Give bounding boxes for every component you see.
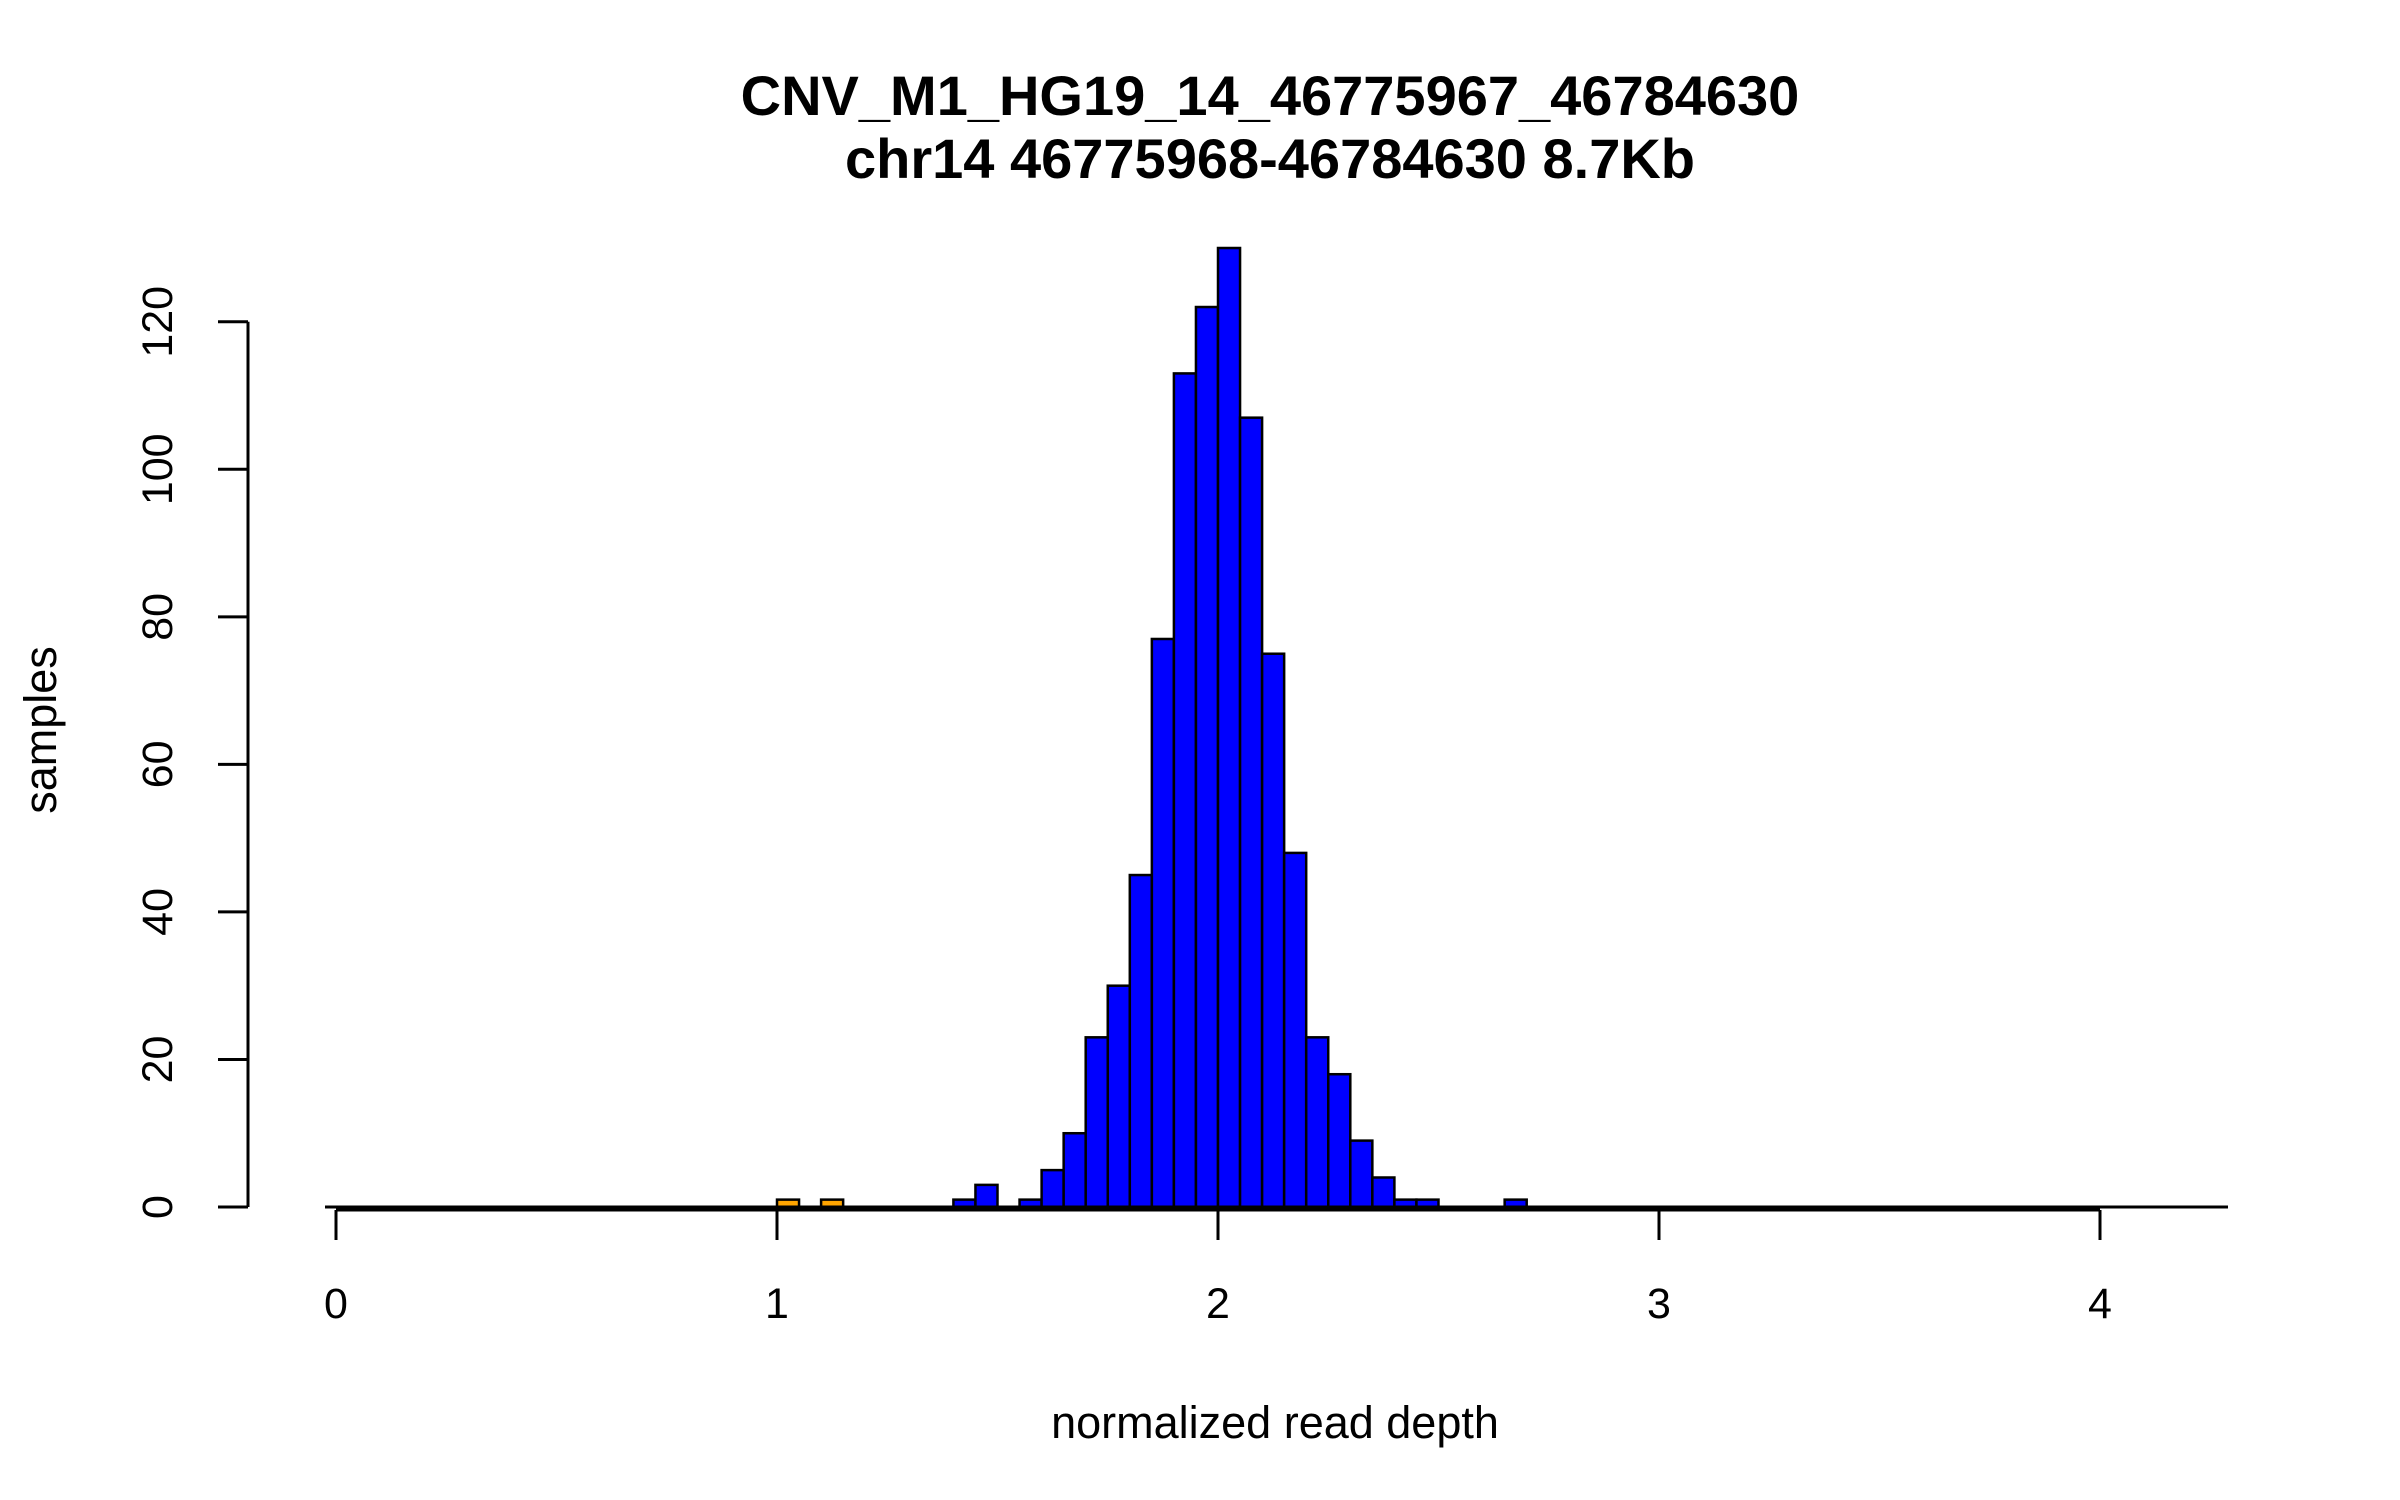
bar-normal-15 <box>1260 652 1286 1209</box>
y-tick-label: 0 <box>134 1195 182 1219</box>
y-tick-label: 40 <box>134 888 182 936</box>
chart-title: CNV_M1_HG19_14_46775967_46784630 <box>741 64 1800 127</box>
x-tick-label: 1 <box>765 1280 789 1328</box>
chart-subtitle: chr14 46775968-46784630 8.7Kb <box>845 127 1695 190</box>
bar-normal-18 <box>1327 1072 1352 1209</box>
y-tick-label: 80 <box>134 593 182 641</box>
bar-normal-13 <box>1216 246 1242 1209</box>
bar-normal-6 <box>1062 1131 1087 1209</box>
bar-normal-19 <box>1349 1139 1374 1209</box>
bar-normal-3 <box>974 1183 999 1209</box>
y-tick-label: 120 <box>134 286 182 358</box>
bar-normal-16 <box>1282 851 1308 1209</box>
y-tick-label: 60 <box>134 740 182 788</box>
bar-normal-8 <box>1106 984 1132 1209</box>
x-axis-label: normalized read depth <box>1051 1397 1499 1448</box>
bar-normal-14 <box>1238 416 1264 1209</box>
bar-normal-11 <box>1172 372 1198 1209</box>
x-tick-label: 2 <box>1206 1280 1230 1328</box>
histogram-bars <box>775 246 1528 1209</box>
y-axis-label: samples <box>15 646 66 814</box>
bar-normal-5 <box>1040 1168 1065 1209</box>
y-tick-label: 20 <box>134 1036 182 1084</box>
y-tick-label: 100 <box>134 433 182 505</box>
bar-normal-10 <box>1150 637 1176 1209</box>
x-tick-label: 4 <box>2088 1280 2112 1328</box>
x-tick-label: 3 <box>1647 1280 1671 1328</box>
x-axis: 0 1 2 3 4 <box>324 1208 2112 1328</box>
bar-normal-20 <box>1371 1176 1396 1209</box>
bar-normal-7 <box>1084 1036 1109 1209</box>
y-axis: 0 20 40 60 80 100 120 <box>134 286 250 1219</box>
bar-normal-17 <box>1304 1036 1330 1209</box>
bar-normal-9 <box>1128 873 1154 1209</box>
bar-normal-12 <box>1194 305 1220 1209</box>
x-tick-label: 0 <box>324 1280 348 1328</box>
